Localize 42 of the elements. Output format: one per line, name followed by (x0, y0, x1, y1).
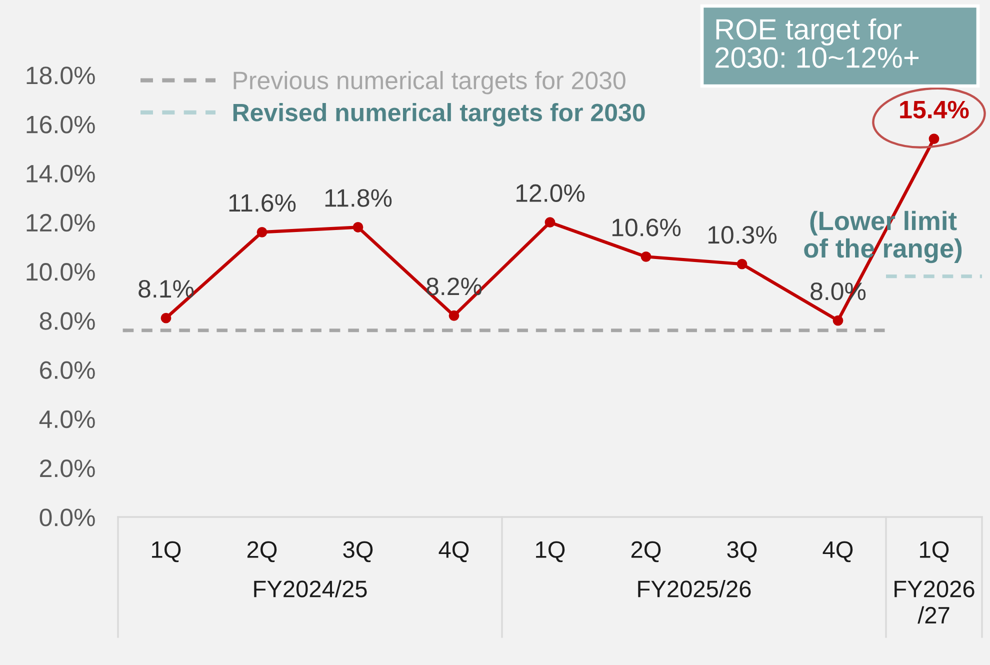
point (928, 134, 940, 144)
point (736, 258, 748, 270)
y-tick-label: 18.0% (26, 66, 95, 84)
y-tick-label: 14.0% (26, 164, 95, 183)
data-label: 12.0% (516, 184, 585, 202)
data-label: 10.6% (612, 218, 681, 236)
data-label: 11.6% (229, 194, 296, 212)
point (448, 310, 460, 321)
x-tick-label: 3Q (343, 541, 373, 562)
data-label: 8.2% (426, 278, 482, 296)
x-tick-label: 1Q (152, 541, 181, 562)
y-tick-label: 0.0% (40, 508, 95, 526)
data-label: 15.4% (900, 100, 969, 118)
point (832, 315, 844, 326)
text: FY2024/25 (254, 580, 367, 598)
point (160, 312, 172, 324)
x-tick-label: 3Q (727, 541, 757, 562)
data-label: 8.1% (138, 280, 194, 298)
text: FY2026 /27 (894, 580, 974, 624)
data-label: 10.3% (708, 226, 777, 244)
point (544, 217, 556, 228)
text: ROE target for 2030: 10~12%+ (715, 18, 919, 68)
x-tick-label: 1Q (920, 541, 949, 562)
y-tick-label: 12.0% (26, 214, 95, 232)
y-tick-label: 4.0% (39, 410, 95, 428)
legend-label: Revised numerical targets for 2030 (233, 103, 645, 126)
y-tick-label: 2.0% (40, 459, 95, 478)
y-tick-label: 16.0% (26, 116, 95, 134)
text: FY2025/26 (638, 580, 751, 598)
point (352, 222, 364, 232)
x-tick-label: 1Q (536, 541, 565, 562)
data-label: 11.8% (325, 189, 392, 207)
x-tick-label: 4Q (822, 541, 853, 562)
x-tick-label: 2Q (631, 541, 661, 562)
y-tick-label: 8.0% (40, 312, 95, 330)
legend-label: Previous numerical targets for 2030 (234, 70, 626, 94)
x-tick-label: 2Q (247, 541, 277, 562)
point (256, 226, 268, 238)
point (640, 252, 652, 262)
y-tick-label: 6.0% (40, 361, 95, 379)
x-tick-label: 4Q (438, 541, 469, 562)
y-tick-label: 10.0% (26, 263, 95, 281)
